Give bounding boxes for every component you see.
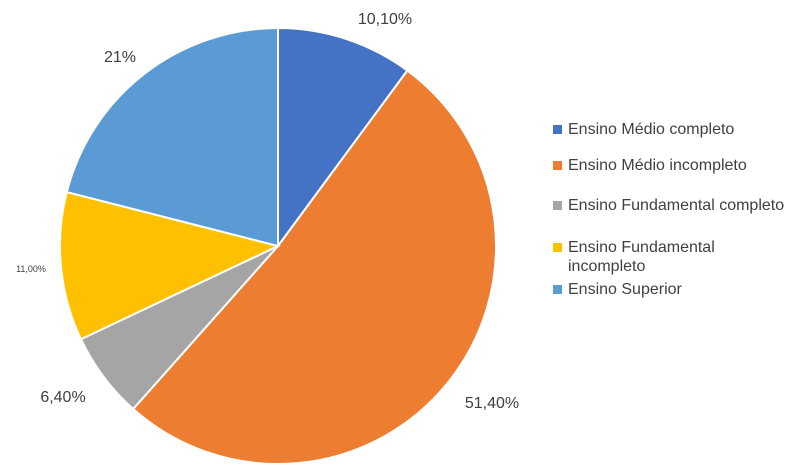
legend-swatch xyxy=(553,243,562,252)
legend-item-ensino-medio-incompleto: Ensino Médio incompleto xyxy=(553,156,785,184)
slice-ensino-medio-completo xyxy=(277,26,409,250)
legend-swatch xyxy=(553,201,562,210)
legend-swatch xyxy=(553,161,562,170)
legend-item-ensino-fundamental-incompleto: Ensino Fundamental incompleto xyxy=(553,238,785,292)
legend-label: Ensino Médio completo xyxy=(568,121,735,138)
legend-label: Ensino Médio incompleto xyxy=(568,157,747,174)
data-label: 10,10% xyxy=(358,11,412,28)
slice-ensino-medio-incompleto xyxy=(131,69,497,465)
slice-ensino-fundamental-incompleto xyxy=(59,190,281,341)
legend-item-ensino-fundamental-completo: Ensino Fundamental completo xyxy=(553,196,785,250)
legend-label: Ensino Fundamental incompleto xyxy=(568,239,715,275)
legend-label: Ensino Superior xyxy=(568,281,682,298)
legend-item-ensino-superior: Ensino Superior xyxy=(553,280,785,308)
data-label: 6,40% xyxy=(40,389,85,406)
data-label: 11,00% xyxy=(16,264,46,274)
legend: Ensino Médio completo Ensino Médio incom… xyxy=(553,120,785,308)
pie-slices xyxy=(59,26,497,465)
slice-ensino-superior xyxy=(65,26,279,248)
data-label: 51,40% xyxy=(465,395,519,412)
legend-swatch xyxy=(553,285,562,294)
legend-swatch xyxy=(553,125,562,134)
data-label: 21% xyxy=(104,49,136,66)
legend-label: Ensino Fundamental completo xyxy=(568,197,785,214)
legend-item-ensino-medio-completo: Ensino Médio completo xyxy=(553,120,785,148)
pie-data-labels: 10,10% 51,40% 6,40% 11,00% 21% xyxy=(16,11,519,412)
